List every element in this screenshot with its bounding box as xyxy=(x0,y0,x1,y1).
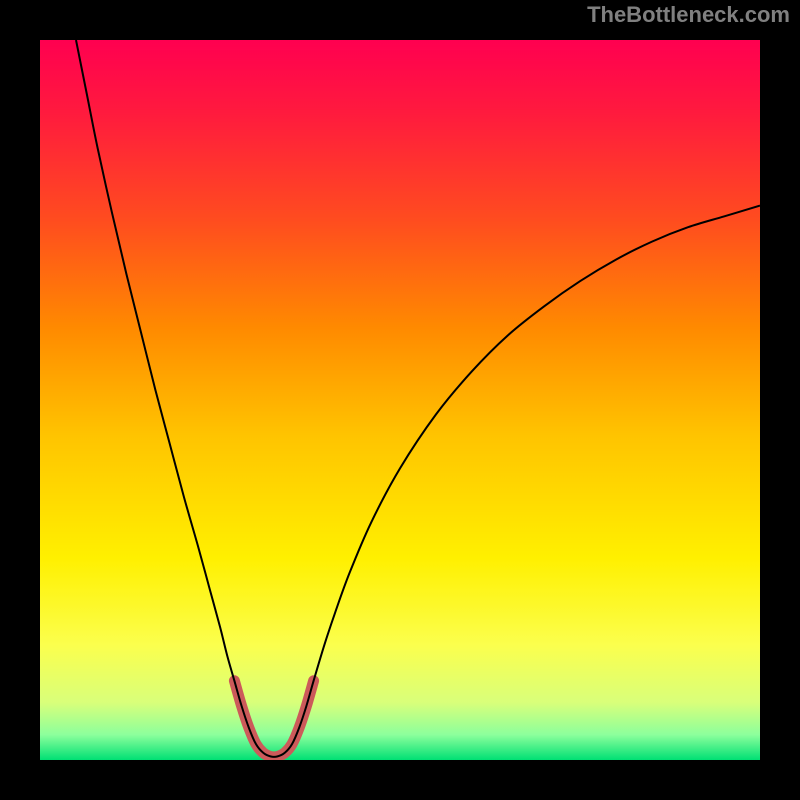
chart-background xyxy=(40,40,760,760)
chart-stage: TheBottleneck.com xyxy=(0,0,800,800)
watermark-label: TheBottleneck.com xyxy=(587,2,790,28)
chart-plot-area xyxy=(40,40,760,760)
bottleneck-curve-chart xyxy=(40,40,760,760)
